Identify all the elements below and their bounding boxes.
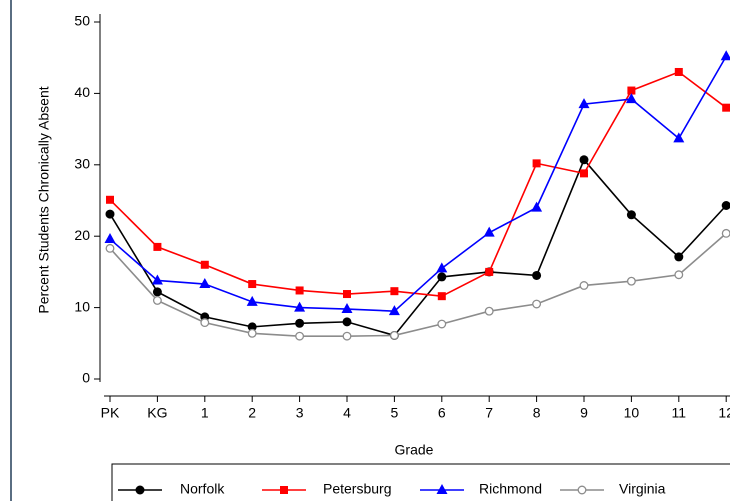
- data-point: [342, 331, 352, 341]
- x-tick-label: 4: [343, 405, 351, 421]
- legend-marker: [135, 485, 145, 495]
- data-point: [199, 278, 211, 289]
- data-point: [674, 270, 684, 280]
- series-line: [109, 232, 727, 337]
- y-tick-label: 0: [82, 370, 90, 386]
- legend-label: Norfolk: [180, 481, 225, 497]
- data-point: [578, 98, 590, 109]
- data-point: [437, 319, 447, 329]
- series-line: [109, 71, 727, 297]
- legend: [111, 463, 730, 501]
- x-tick-label: 3: [296, 405, 304, 421]
- y-tick-label: 10: [74, 298, 90, 314]
- legend-label: Petersburg: [323, 481, 391, 497]
- y-tick-label: 50: [74, 13, 90, 29]
- data-point: [436, 262, 448, 273]
- x-tick-label: 8: [533, 405, 541, 421]
- data-point: [483, 226, 495, 237]
- y-axis-label: Percent Students Chronically Absent: [36, 86, 52, 313]
- y-tick-label: 20: [74, 227, 90, 243]
- data-point: [437, 272, 447, 282]
- data-point: [389, 330, 399, 340]
- x-tick-label: 1: [201, 405, 209, 421]
- data-point: [579, 155, 589, 165]
- data-point: [295, 286, 304, 295]
- data-point: [674, 252, 684, 262]
- data-point: [721, 228, 730, 238]
- data-point: [247, 322, 257, 332]
- data-point: [153, 242, 162, 251]
- data-point: [722, 103, 730, 112]
- x-tick-label: 7: [485, 405, 493, 421]
- x-tick-label: 11: [672, 405, 687, 421]
- series-line: [109, 158, 727, 337]
- data-point: [200, 260, 209, 269]
- data-point: [295, 331, 305, 341]
- data-point: [341, 303, 353, 314]
- data-point: [388, 305, 400, 316]
- data-point: [532, 159, 541, 168]
- data-point: [674, 67, 683, 76]
- data-point: [152, 296, 162, 305]
- data-point: [579, 281, 589, 290]
- legend-marker: [577, 485, 587, 495]
- data-point: [106, 195, 114, 204]
- data-point: [343, 290, 351, 299]
- data-point: [626, 210, 636, 220]
- data-point: [295, 318, 305, 328]
- x-tick-label: 9: [580, 405, 588, 421]
- series-line: [109, 55, 727, 312]
- data-point: [437, 292, 446, 301]
- y-tick-label: 40: [74, 84, 90, 100]
- data-point: [105, 209, 115, 219]
- data-point: [720, 50, 730, 61]
- data-point: [673, 132, 685, 143]
- data-point: [151, 274, 163, 285]
- x-tick-label: 12: [718, 405, 730, 421]
- data-point: [248, 280, 257, 289]
- legend-label: Virginia: [619, 481, 666, 497]
- data-point: [484, 306, 494, 316]
- data-point: [294, 301, 306, 312]
- x-tick-label: 5: [391, 405, 399, 421]
- x-tick-label: 6: [438, 405, 446, 421]
- data-point: [105, 243, 115, 253]
- legend-marker: [280, 486, 288, 494]
- x-tick-label: 2: [248, 405, 256, 421]
- data-point: [532, 299, 542, 309]
- legend-marker: [436, 484, 448, 494]
- data-point: [531, 201, 543, 212]
- data-point: [532, 270, 542, 280]
- data-point: [342, 317, 352, 327]
- y-tick-label: 30: [74, 156, 90, 172]
- legend-label: Richmond: [479, 481, 542, 497]
- data-point: [626, 276, 636, 286]
- x-axis-label: Grade: [395, 442, 434, 458]
- data-point: [247, 328, 257, 338]
- data-point: [485, 267, 494, 276]
- data-point: [580, 169, 588, 178]
- data-point: [152, 287, 162, 297]
- data-point: [200, 318, 210, 328]
- data-point: [721, 200, 730, 210]
- data-point: [627, 86, 636, 95]
- data-point: [104, 233, 116, 244]
- data-point: [390, 287, 399, 296]
- x-tick-label: PK: [101, 405, 120, 421]
- x-tick-label: 10: [624, 405, 640, 421]
- data-point: [625, 93, 637, 104]
- x-tick-label: KG: [147, 405, 167, 421]
- data-point: [246, 295, 258, 306]
